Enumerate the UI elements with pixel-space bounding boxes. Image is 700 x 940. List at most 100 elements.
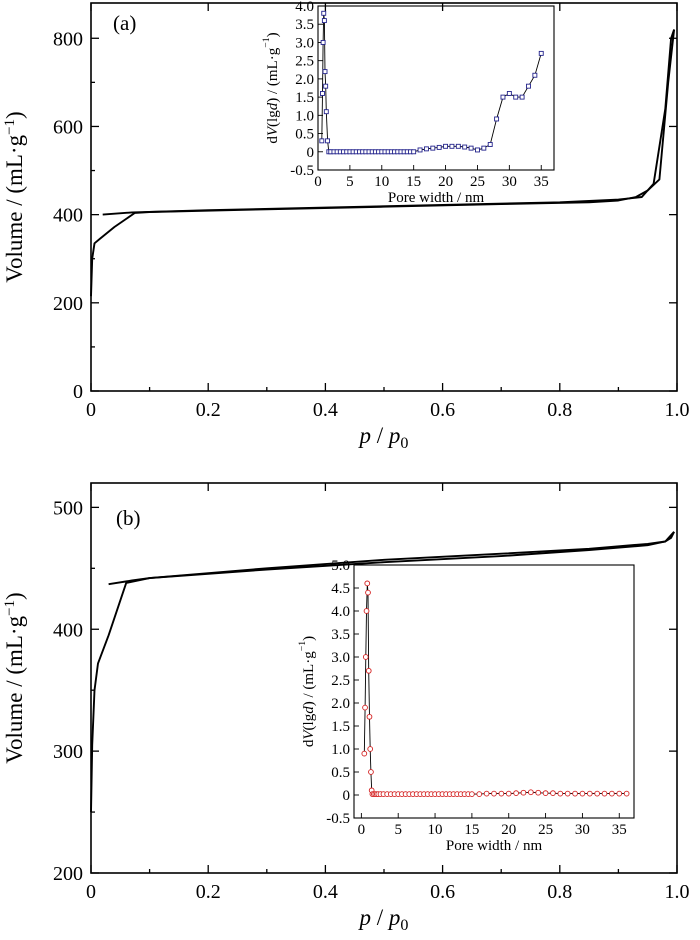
x-tick-label: 0 (86, 881, 96, 903)
data-point (319, 138, 325, 144)
x-tick-label: 0.6 (430, 881, 455, 903)
inset-x-tick-label: 35 (612, 822, 627, 838)
data-point (364, 580, 371, 587)
x-tick-label: 0.6 (430, 399, 455, 421)
inset-x-tick-label: 0 (358, 822, 366, 838)
data-point (320, 91, 325, 96)
plot-frame (90, 2, 678, 392)
y-axis-label: Volume / (mL·g−1) (2, 592, 27, 763)
y-tick-label: 0 (73, 381, 83, 403)
x-axis-label: p / p0 (358, 905, 409, 934)
pore-distribution-line (363, 583, 627, 795)
data-point (550, 790, 556, 797)
data-point (519, 94, 525, 100)
isotherm-adsorption (90, 29, 676, 297)
data-point (468, 145, 474, 151)
data-point (535, 789, 542, 796)
data-point (368, 769, 374, 775)
y-tick-label: 400 (53, 205, 83, 227)
data-point (538, 50, 544, 56)
data-point (513, 790, 519, 797)
inset-y-tick-label: 5.0 (331, 558, 350, 574)
data-point (320, 39, 326, 45)
inset-frame (353, 564, 635, 819)
inset-x-tick-label: 20 (501, 822, 516, 838)
x-tick-label: 0.4 (313, 881, 338, 903)
data-point (436, 144, 442, 150)
x-tick-label: 0 (86, 399, 96, 421)
inset-x-tick-label: 10 (428, 822, 443, 838)
data-point (601, 790, 608, 797)
data-point (366, 713, 373, 720)
inset-x-tick-label: 25 (538, 822, 553, 838)
inset-y-tick-label: 2.0 (295, 72, 314, 88)
isotherm-desorption (108, 531, 675, 586)
x-tick-label: 0.2 (196, 881, 221, 903)
x-tick-label: 0.4 (313, 399, 338, 421)
data-point (527, 789, 534, 796)
inset-y-tick-label: 2.5 (331, 673, 350, 689)
data-point (557, 790, 564, 797)
data-point (417, 147, 423, 153)
y-tick-label: 300 (53, 741, 83, 763)
data-point (443, 143, 449, 149)
data-point (623, 790, 630, 797)
data-point (476, 791, 483, 797)
inset-x-tick-label: 15 (464, 822, 479, 838)
data-point (500, 94, 506, 100)
inset-y-tick-label: 2.0 (331, 696, 350, 712)
x-tick-label: 1.0 (665, 399, 690, 421)
y-tick-label: 500 (53, 497, 83, 519)
data-point (505, 790, 512, 797)
inset-y-tick-label: 1.5 (295, 90, 314, 106)
data-point (526, 83, 531, 89)
inset-y-tick-label: 3.5 (331, 627, 350, 643)
data-point (572, 790, 578, 797)
data-point (363, 608, 370, 614)
y-tick-label: 400 (53, 619, 83, 641)
x-tick-label: 0.2 (196, 399, 221, 421)
inset-y-tick-label: 3.5 (295, 17, 314, 33)
data-point (475, 147, 480, 153)
plot-frame (90, 482, 678, 874)
inset-x-tick-label: 35 (534, 174, 549, 190)
panel-label-a: (a) (113, 11, 136, 35)
data-point (506, 91, 512, 96)
data-point (423, 146, 429, 152)
y-tick-label: 800 (53, 28, 83, 50)
data-point (491, 790, 497, 797)
data-point (321, 10, 327, 16)
inset-y-axis-label: dV(lgd) / (mL·g−1) (297, 636, 317, 747)
data-point (323, 83, 329, 89)
inset-y-tick-label: 0 (307, 145, 315, 161)
data-point (487, 142, 493, 147)
inset-y-axis-label: dV(lgd) / (mL·g−1) (261, 32, 281, 143)
data-point (513, 94, 519, 100)
data-point (411, 149, 417, 155)
inset-x-tick-label: 20 (438, 174, 453, 190)
inset-y-tick-label: 4.0 (331, 604, 350, 620)
x-tick-label: 0.8 (547, 399, 572, 421)
inset-x-tick-label: 10 (374, 174, 389, 190)
inset-y-tick-label: -0.5 (326, 811, 350, 827)
inset-x-axis-label: Pore width / nm (446, 838, 543, 854)
y-tick-label: 600 (53, 116, 83, 138)
panel-label-b: (b) (116, 506, 141, 530)
inset-x-tick-label: 0 (314, 174, 322, 190)
x-axis-label: p / p0 (358, 423, 409, 452)
data-point (365, 667, 372, 674)
data-point (483, 790, 490, 797)
data-point (609, 790, 615, 797)
inset-frame (317, 5, 555, 171)
data-point (616, 790, 623, 797)
data-point (520, 789, 527, 796)
data-point (532, 72, 538, 78)
inset-x-axis-label: Pore width / nm (388, 190, 485, 206)
x-tick-label: 1.0 (665, 881, 690, 903)
data-point (586, 790, 593, 797)
inset-y-tick-label: 0.5 (295, 127, 314, 143)
data-point (430, 145, 436, 151)
y-tick-label: 200 (53, 863, 83, 885)
inset-y-tick-label: 0 (343, 788, 351, 804)
